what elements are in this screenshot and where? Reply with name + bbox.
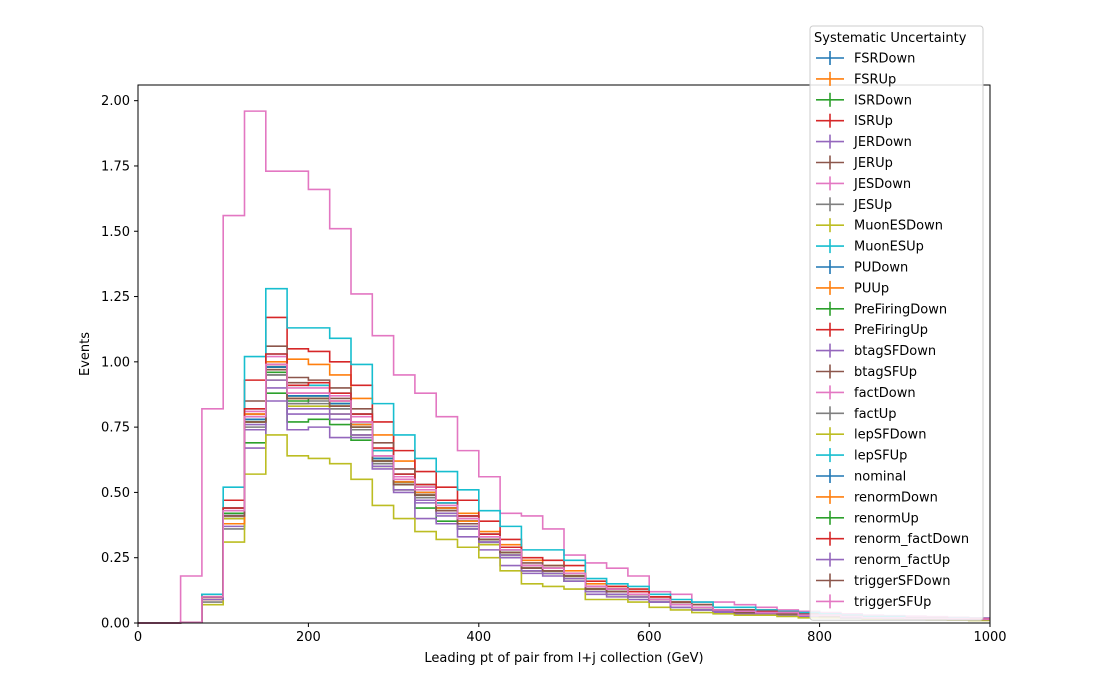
legend-entry-fsrdown: FSRDown — [816, 51, 915, 67]
legend-label: factDown — [854, 386, 916, 401]
legend-label: FSRUp — [854, 72, 896, 87]
legend-entry-jesup: JESUp — [816, 197, 892, 213]
legend-entry-renorm-factup: renorm_factUp — [816, 552, 950, 568]
x-tick-label: 600 — [637, 630, 662, 645]
legend-label: MuonESDown — [854, 219, 943, 234]
legend-entry-prefiringdown: PreFiringDown — [816, 301, 947, 317]
legend-entry-jerdown: JERDown — [816, 134, 912, 150]
legend-label: JESUp — [853, 198, 892, 213]
y-tick-label: 1.75 — [101, 159, 130, 174]
legend-label: lepSFDown — [854, 428, 926, 443]
legend-label: btagSFUp — [854, 365, 917, 380]
y-tick-label: 0.50 — [101, 486, 130, 501]
legend-entry-triggersfup: triggerSFUp — [816, 594, 931, 610]
plot-frame — [137, 84, 991, 624]
y-axis-title: Events — [78, 332, 93, 376]
x-axis-ticks: 0 200 400 600 800 1000 — [134, 623, 1007, 645]
legend-label: PUDown — [854, 261, 908, 276]
y-tick-label: 1.25 — [101, 290, 130, 305]
legend-label: PreFiringDown — [854, 302, 947, 317]
legend-entry-renormup: renormUp — [816, 510, 919, 526]
legend-label: JERDown — [853, 135, 912, 150]
legend-entry-pudown: PUDown — [816, 260, 908, 276]
legend-label: renormDown — [854, 490, 938, 505]
legend-entry-triggersfdown: triggerSFDown — [816, 573, 950, 589]
legend-entry-renorm-factdown: renorm_factDown — [816, 531, 969, 547]
y-tick-label: 0.00 — [101, 617, 130, 632]
x-tick-label: 1000 — [973, 630, 1006, 645]
x-tick-label: 800 — [807, 630, 832, 645]
y-tick-label: 0.75 — [101, 421, 130, 436]
legend-entry-isrup: ISRUp — [816, 113, 893, 129]
y-axis-ticks: 0.00 0.25 0.50 0.75 1.00 1.25 1.50 1.75 2.00 — [101, 94, 138, 632]
x-tick-label: 400 — [466, 630, 491, 645]
legend-label: renorm_factDown — [854, 532, 969, 547]
legend-entry-nominal: nominal — [816, 469, 906, 485]
legend-label: nominal — [854, 470, 906, 485]
legend-entry-prefiringup: PreFiringUp — [816, 322, 928, 338]
legend-label: btagSFDown — [854, 344, 936, 359]
legend-label: PreFiringUp — [854, 323, 928, 338]
legend-entry-lepsfdown: lepSFDown — [816, 427, 926, 443]
y-tick-label: 0.25 — [101, 551, 130, 566]
legend-label: factUp — [854, 407, 897, 422]
y-tick-label: 1.00 — [101, 355, 130, 370]
legend-entry-jesdown: JESDown — [816, 176, 911, 192]
x-axis-title: Leading pt of pair from l+j collection (… — [424, 651, 703, 666]
legend-entry-isrdown: ISRDown — [816, 92, 912, 108]
legend: Systematic Uncertainty FSRDown FSRUp ISRDow… — [809, 25, 984, 621]
legend-entry-fsrup: FSRUp — [816, 71, 896, 87]
legend-entry-btagsfup: btagSFUp — [816, 364, 917, 380]
legend-entry-btagsfdown: btagSFDown — [816, 343, 936, 359]
legend-label: JERUp — [853, 156, 893, 171]
legend-entry-renormdown: renormDown — [816, 489, 938, 505]
legend-label: ISRUp — [854, 114, 893, 129]
legend-label: MuonESUp — [854, 240, 924, 255]
x-tick-label: 0 — [134, 630, 142, 645]
legend-label: renorm_factUp — [854, 553, 950, 568]
legend-label: triggerSFUp — [854, 595, 931, 610]
legend-entry-muonesdown: MuonESDown — [816, 218, 943, 234]
legend-entry-factdown: factDown — [816, 385, 916, 401]
legend-label: JESDown — [853, 177, 911, 192]
y-tick-label: 1.50 — [101, 225, 130, 240]
y-tick-label: 2.00 — [101, 94, 130, 109]
legend-title: Systematic Uncertainty — [814, 31, 967, 46]
legend-label: triggerSFDown — [854, 574, 950, 589]
legend-entry-factup: factUp — [816, 406, 897, 422]
legend-box — [809, 25, 984, 621]
legend-entry-lepsfup: lepSFUp — [816, 448, 907, 464]
legend-entry-puup: PUUp — [816, 280, 889, 296]
legend-entry-jerup: JERUp — [816, 155, 893, 171]
legend-label: PUUp — [854, 281, 889, 296]
legend-entry-muonesup: MuonESUp — [816, 239, 924, 255]
legend-label: FSRDown — [854, 52, 915, 67]
legend-label: lepSFUp — [854, 449, 907, 464]
x-tick-label: 200 — [296, 630, 321, 645]
legend-label: renormUp — [854, 511, 919, 526]
legend-label: ISRDown — [854, 93, 912, 108]
